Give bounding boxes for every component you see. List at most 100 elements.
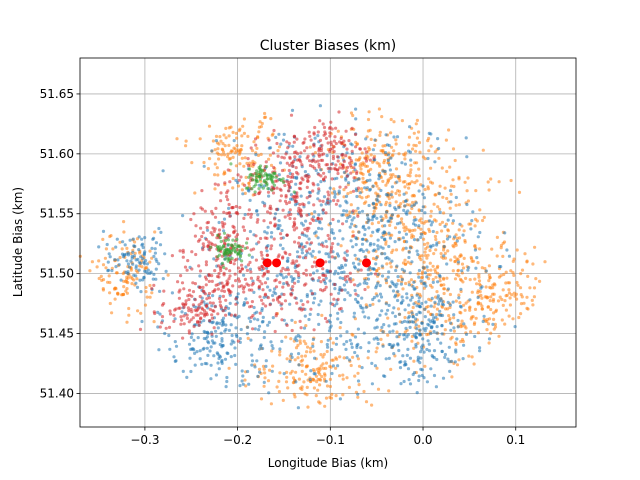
scatter-point [178, 306, 182, 310]
scatter-point [287, 272, 291, 276]
scatter-point [394, 268, 398, 273]
scatter-point [370, 382, 374, 386]
scatter-point [413, 181, 417, 185]
scatter-point [234, 279, 238, 283]
scatter-point [220, 153, 224, 157]
scatter-point [338, 285, 342, 290]
scatter-point [302, 380, 306, 384]
scatter-point [152, 236, 156, 240]
scatter-point [219, 199, 223, 203]
scatter-point [404, 225, 408, 229]
scatter-point [208, 248, 212, 252]
scatter-point [318, 199, 322, 203]
scatter-point [372, 206, 376, 210]
scatter-point [420, 321, 424, 325]
scatter-point [403, 162, 407, 166]
scatter-point [405, 292, 409, 296]
scatter-point [330, 162, 334, 166]
scatter-point [427, 342, 431, 346]
scatter-point [272, 183, 277, 187]
scatter-point [281, 256, 285, 260]
scatter-point [305, 294, 309, 299]
scatter-point [198, 269, 203, 273]
scatter-point [243, 246, 247, 250]
scatter-point [234, 302, 238, 306]
scatter-point [422, 376, 426, 380]
scatter-point [409, 168, 413, 172]
scatter-point [370, 403, 374, 407]
scatter-point [431, 277, 435, 282]
scatter-point [295, 250, 300, 254]
scatter-point [434, 193, 438, 197]
scatter-point [349, 171, 353, 175]
scatter-point [350, 126, 354, 130]
scatter-point [344, 178, 348, 182]
scatter-point [331, 242, 335, 246]
scatter-point [126, 270, 130, 274]
scatter-point [305, 364, 309, 368]
scatter-point [223, 257, 227, 261]
grid-lines [80, 58, 576, 427]
scatter-point [125, 259, 129, 263]
scatter-point [258, 190, 262, 194]
scatter-point [247, 283, 251, 287]
scatter-point [434, 219, 438, 223]
scatter-point [348, 293, 352, 297]
scatter-point [367, 250, 371, 254]
scatter-point [460, 319, 464, 323]
scatter-point [356, 379, 361, 383]
scatter-point [277, 145, 282, 149]
scatter-point [210, 332, 214, 336]
scatter-point [240, 188, 244, 192]
scatter-point [342, 159, 346, 164]
scatter-point [360, 366, 364, 370]
scatter-point [395, 335, 399, 339]
scatter-point [528, 286, 532, 290]
scatter-point [453, 360, 457, 364]
scatter-point [451, 221, 455, 225]
scatter-point [507, 291, 511, 295]
scatter-point [289, 292, 293, 296]
scatter-point [305, 185, 309, 189]
scatter-point [249, 146, 253, 150]
scatter-point [374, 202, 378, 206]
scatter-point [173, 317, 177, 321]
scatter-point [292, 277, 296, 281]
scatter-point [355, 354, 359, 358]
scatter-point [321, 122, 325, 126]
scatter-point [299, 326, 303, 330]
scatter-point [361, 172, 365, 176]
scatter-point [499, 265, 503, 269]
scatter-point [316, 370, 320, 375]
scatter-point [233, 242, 237, 246]
scatter-point [473, 334, 477, 339]
scatter-point [348, 161, 352, 165]
scatter-point [249, 276, 253, 280]
scatter-point [268, 204, 272, 208]
scatter-point [317, 250, 321, 254]
scatter-point [396, 275, 400, 279]
scatter-point [178, 288, 182, 292]
scatter-point [325, 349, 329, 354]
scatter-point [421, 184, 425, 188]
scatter-point [423, 364, 427, 368]
scatter-point [452, 316, 456, 320]
scatter-point [345, 249, 349, 253]
scatter-point [137, 268, 141, 272]
scatter-point [361, 310, 365, 314]
scatter-point [318, 138, 323, 142]
scatter-point [235, 233, 240, 237]
scatter-point [330, 228, 334, 232]
scatter-point [411, 305, 415, 310]
scatter-point [449, 192, 453, 196]
scatter-point [241, 192, 245, 196]
scatter-point [268, 146, 273, 150]
scatter-point [180, 318, 184, 322]
scatter-point [278, 350, 282, 354]
scatter-point [492, 317, 496, 321]
scatter-point [240, 144, 244, 148]
scatter-point [242, 290, 246, 294]
scatter-point [388, 176, 392, 180]
scatter-point [307, 130, 311, 134]
